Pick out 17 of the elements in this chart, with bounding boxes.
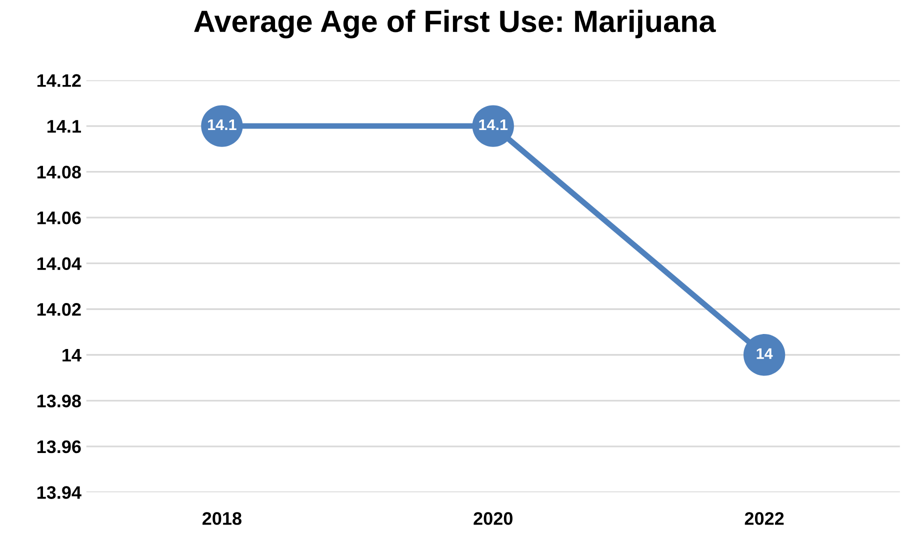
y-tick-label: 13.94 [37,486,82,499]
y-tick-label: 14.08 [37,166,81,179]
x-tick-label: 2020 [474,512,512,525]
data-label: 14 [756,348,773,359]
y-tick-label: 14.02 [37,303,81,316]
y-tick-label: 14.12 [37,74,81,87]
y-tick-label: 14.04 [37,257,82,270]
y-tick-label: 14.1 [47,120,81,133]
x-tick-label: 2022 [744,512,784,525]
y-tick-label: 13.98 [37,394,81,408]
data-label: 14.1 [208,119,236,130]
x-tick-label: 2018 [202,512,242,525]
y-tick-label: 14 [62,349,82,362]
chart-title: Average Age of First Use: Marijuana [194,10,716,38]
y-tick-label: 13.96 [37,440,81,454]
data-label: 14.1 [479,119,508,130]
y-tick-label: 14.06 [37,212,81,224]
